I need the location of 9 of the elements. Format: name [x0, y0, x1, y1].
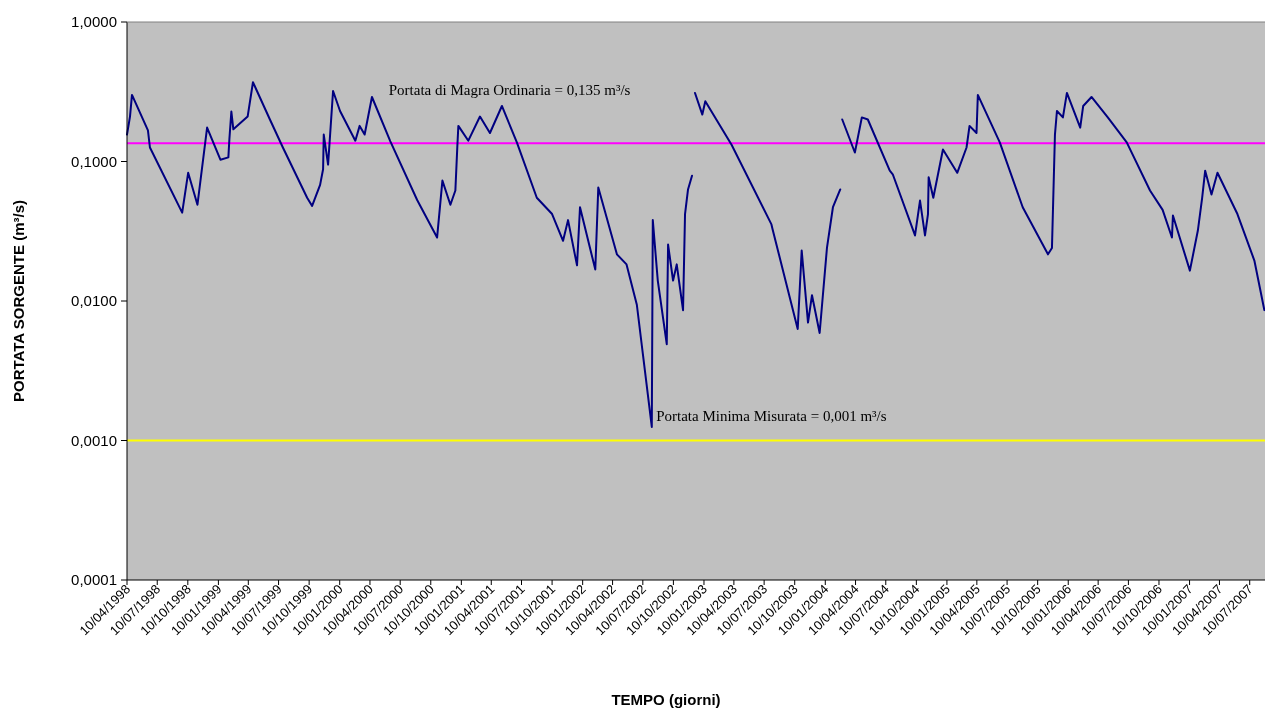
x-axis-title: TEMPO (giorni): [611, 691, 721, 708]
y-tick-label: 0,0010: [71, 431, 117, 449]
y-tick-label: 1,0000: [71, 13, 117, 31]
ref-line-label: Portata di Magra Ordinaria = 0,135 m³/s: [388, 82, 631, 99]
ref-line-label: Portata Minima Misurata = 0,001 m³/s: [656, 407, 887, 424]
y-tick-label: 0,0100: [71, 292, 117, 310]
y-tick-label: 0,1000: [71, 152, 117, 170]
y-axis-title: PORTATA SORGENTE (m³/s): [10, 200, 27, 402]
y-tick-label: 0,0001: [71, 571, 117, 589]
